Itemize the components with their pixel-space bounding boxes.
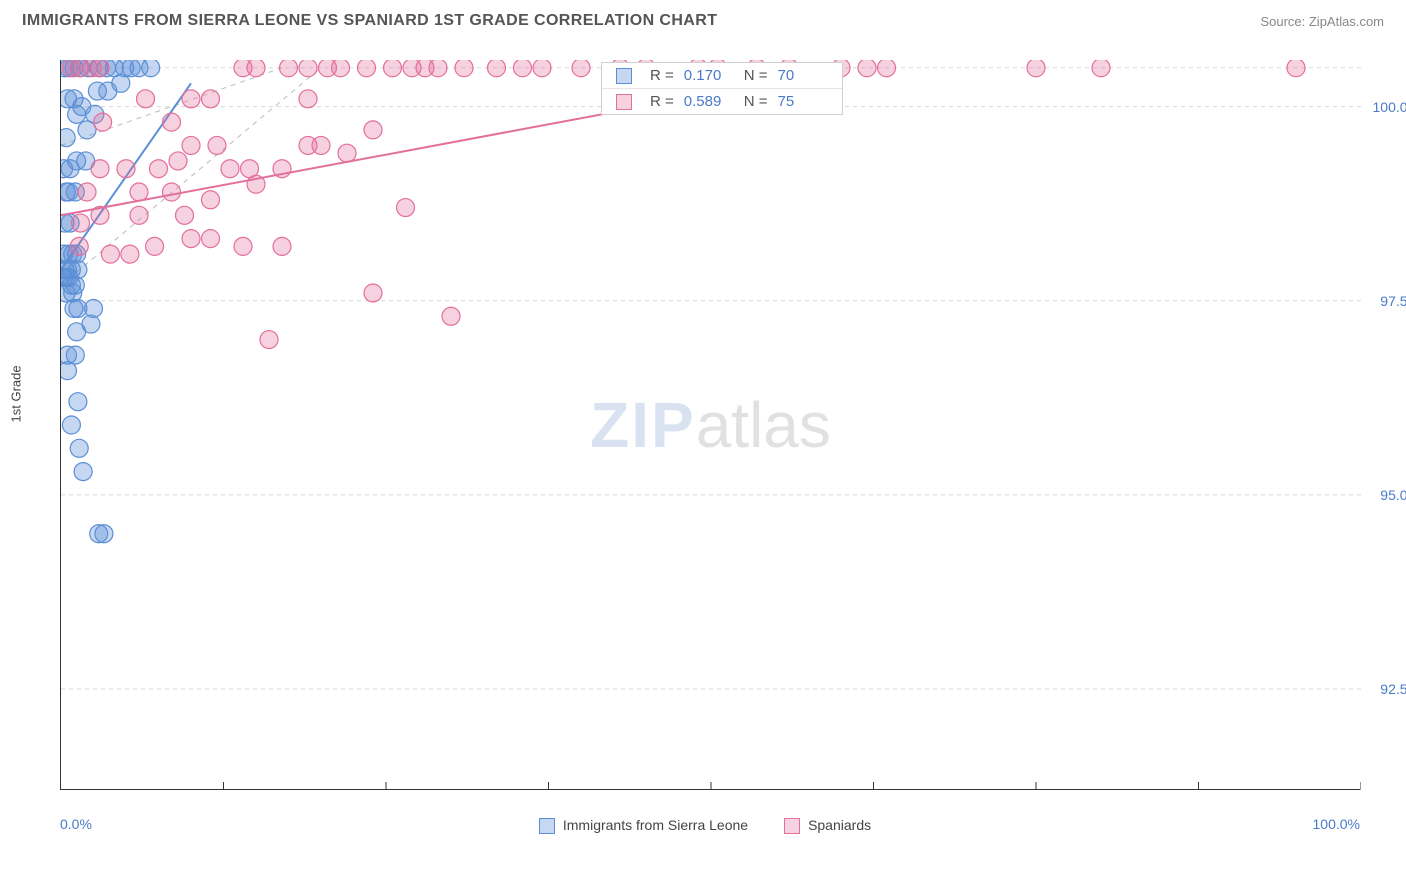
scatter-point <box>312 136 330 154</box>
n-value: 75 <box>778 93 828 110</box>
scatter-point <box>61 362 77 380</box>
scatter-point <box>112 74 130 92</box>
scatter-point <box>146 237 164 255</box>
r-symbol: R = <box>650 67 674 84</box>
r-value: 0.589 <box>684 93 734 110</box>
scatter-point <box>488 60 506 77</box>
y-tick-label: 100.0% <box>1373 99 1406 115</box>
scatter-point <box>247 60 265 77</box>
scatter-point <box>68 105 86 123</box>
scatter-point <box>182 90 200 108</box>
n-symbol: N = <box>744 93 768 110</box>
scatter-point <box>384 60 402 77</box>
scatter-point <box>70 237 88 255</box>
scatter-point <box>121 245 139 263</box>
scatter-point <box>299 90 317 108</box>
legend-item: Spaniards <box>784 817 871 834</box>
scatter-point <box>514 60 532 77</box>
scatter-point <box>62 416 80 434</box>
scatter-point <box>858 60 876 77</box>
scatter-point <box>397 199 415 217</box>
scatter-point <box>280 60 298 77</box>
scatter-point <box>82 315 100 333</box>
scatter-point <box>1092 60 1110 77</box>
legend-swatch <box>616 68 632 84</box>
chart-container: 1st Grade ZIPatlas R =0.170N =70R =0.589… <box>20 50 1390 840</box>
scatter-point <box>142 60 160 77</box>
scatter-point <box>176 206 194 224</box>
scatter-point <box>332 60 350 77</box>
scatter-point <box>137 90 155 108</box>
scatter-point <box>78 183 96 201</box>
stat-legend: R = 0.170 N = 70 R = 0.589 N = 75 <box>601 62 843 115</box>
y-tick-label: 97.5% <box>1380 293 1406 309</box>
scatter-point <box>533 60 551 77</box>
scatter-point <box>70 439 88 457</box>
scatter-point <box>117 160 135 178</box>
n-symbol: N = <box>744 67 768 84</box>
scatter-point <box>95 525 113 543</box>
scatter-point <box>358 60 376 77</box>
r-symbol: R = <box>650 93 674 110</box>
y-axis-label: 1st Grade <box>9 365 24 422</box>
scatter-point <box>163 113 181 131</box>
scatter-point <box>94 113 112 131</box>
chart-svg <box>61 60 1361 790</box>
scatter-point <box>130 206 148 224</box>
scatter-point <box>101 245 119 263</box>
scatter-point <box>61 129 75 147</box>
y-tick-label: 92.5% <box>1380 681 1406 697</box>
scatter-point <box>182 136 200 154</box>
scatter-point <box>221 160 239 178</box>
legend-swatch <box>784 818 800 834</box>
scatter-point <box>202 230 220 248</box>
y-tick-label: 95.0% <box>1380 487 1406 503</box>
scatter-point <box>202 90 220 108</box>
source-label: Source: ZipAtlas.com <box>1260 14 1384 29</box>
scatter-point <box>364 121 382 139</box>
scatter-point <box>429 60 447 77</box>
scatter-point <box>455 60 473 77</box>
scatter-point <box>69 393 87 411</box>
scatter-point <box>1287 60 1305 77</box>
scatter-point <box>208 136 226 154</box>
scatter-point <box>72 214 90 232</box>
scatter-point <box>202 191 220 209</box>
scatter-point <box>260 331 278 349</box>
legend-label: Spaniards <box>808 817 871 833</box>
scatter-point <box>150 160 168 178</box>
scatter-point <box>163 183 181 201</box>
scatter-point <box>91 160 109 178</box>
r-value: 0.170 <box>684 67 734 84</box>
scatter-point <box>91 60 109 77</box>
scatter-point <box>130 183 148 201</box>
scatter-point <box>364 284 382 302</box>
scatter-point <box>182 230 200 248</box>
scatter-point <box>234 237 252 255</box>
scatter-point <box>442 307 460 325</box>
plot-area: ZIPatlas R =0.170N =70R =0.589N =75 100.… <box>60 60 1360 790</box>
n-value: 70 <box>778 67 828 84</box>
scatter-point <box>338 144 356 162</box>
legend-swatch <box>616 94 632 110</box>
stat-legend-row: R = 0.589 N = 75 <box>602 88 842 114</box>
stat-legend-row: R = 0.170 N = 70 <box>602 63 842 88</box>
scatter-point <box>1027 60 1045 77</box>
legend-item: Immigrants from Sierra Leone <box>539 817 748 834</box>
legend-label: Immigrants from Sierra Leone <box>563 817 748 833</box>
scatter-point <box>273 237 291 255</box>
scatter-point <box>74 463 92 481</box>
legend-swatch <box>539 818 555 834</box>
scatter-point <box>878 60 896 77</box>
scatter-point <box>169 152 187 170</box>
bottom-legend: Immigrants from Sierra Leone Spaniards <box>20 817 1390 834</box>
chart-title: IMMIGRANTS FROM SIERRA LEONE VS SPANIARD… <box>22 12 717 30</box>
scatter-point <box>572 60 590 77</box>
scatter-point <box>299 60 317 77</box>
